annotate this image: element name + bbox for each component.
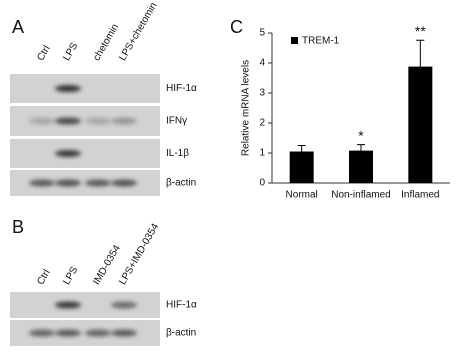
blot-band xyxy=(111,179,137,187)
y-tick-label: 0 xyxy=(259,178,265,189)
blot-band xyxy=(55,85,81,92)
blot-band xyxy=(55,150,81,157)
legend-label: TREM-1 xyxy=(302,36,340,47)
row-label: HIF-1α xyxy=(166,83,197,94)
error-bar xyxy=(357,144,365,157)
row-label: HIF-1α xyxy=(166,300,197,311)
panel-label: B xyxy=(12,217,24,237)
lane-label: LPS xyxy=(61,41,80,63)
row-label: β-actin xyxy=(166,178,196,189)
blot-band xyxy=(29,117,55,125)
blot-band xyxy=(29,179,55,187)
annotation: * xyxy=(358,127,364,143)
lane-label: Ctrl xyxy=(35,44,52,63)
legend-swatch xyxy=(291,37,298,44)
blot-band xyxy=(111,301,137,309)
blot-band xyxy=(55,117,81,125)
y-tick-label: 3 xyxy=(259,88,265,99)
panel-label: A xyxy=(12,17,24,37)
error-bar xyxy=(297,145,306,158)
y-tick-label: 4 xyxy=(259,58,265,69)
blot-band xyxy=(55,179,81,187)
blot-strip xyxy=(10,74,160,103)
lane-label: LPS+chetomin xyxy=(117,1,159,63)
blot-band xyxy=(29,329,55,337)
x-tick-label: Inflamed xyxy=(401,190,439,201)
y-tick-label: 2 xyxy=(259,118,265,129)
y-tick-label: 5 xyxy=(259,28,265,39)
y-axis-label: Relative mRNA levels xyxy=(241,60,252,156)
blot-band xyxy=(55,301,81,309)
blot-band xyxy=(85,117,111,125)
annotation: ** xyxy=(415,23,426,39)
row-label: IL-1β xyxy=(166,148,189,159)
blot-strip xyxy=(10,292,160,318)
panel-label: C xyxy=(230,17,243,37)
y-tick-label: 1 xyxy=(259,148,265,159)
blot-band xyxy=(111,329,137,337)
lane-label: LPS xyxy=(61,265,80,287)
x-tick-label: Normal xyxy=(286,190,318,201)
blot-band xyxy=(85,179,111,187)
error-bar xyxy=(416,39,425,93)
blot-band xyxy=(85,329,111,337)
row-label: IFNγ xyxy=(166,116,187,127)
row-label: β-actin xyxy=(166,328,196,339)
blot-band xyxy=(111,117,137,125)
blot-strip xyxy=(10,139,160,168)
blot-band xyxy=(55,329,81,337)
lane-label: Ctrl xyxy=(35,268,52,287)
lane-label: LPS+IMD-0354 xyxy=(117,221,161,286)
x-tick-label: Non-inflamed xyxy=(331,190,390,201)
